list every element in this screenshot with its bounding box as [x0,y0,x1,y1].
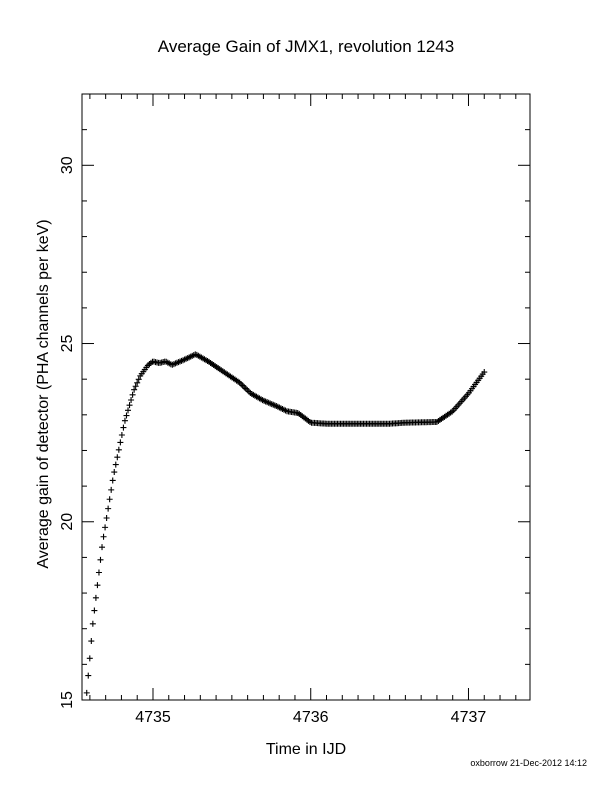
x-tick-label: 4735 [135,709,171,726]
data-point [108,486,115,493]
data-point [92,594,99,601]
data-point [244,387,251,394]
data-point [89,620,96,627]
data-point [103,514,110,521]
data-point [123,412,130,419]
data-point [125,407,132,414]
data-point [83,689,90,696]
data-point [94,582,101,589]
data-point [86,655,93,662]
data-point [120,424,127,431]
data-point [106,496,113,503]
data-point [132,383,139,390]
x-tick-label: 4737 [451,709,487,726]
data-point [115,446,122,453]
data-point [111,469,118,476]
data-point [117,439,124,446]
data-series [83,351,488,696]
data-point [121,417,128,424]
data-point [85,672,92,679]
data-point [109,477,116,484]
data-point [112,461,119,468]
data-point [241,384,248,391]
y-tick-label: 25 [59,335,76,353]
y-tick-label: 20 [59,513,76,531]
chart-title: Average Gain of JMX1, revolution 1243 [158,37,454,56]
data-point [118,431,125,438]
data-point [100,533,107,540]
data-point [126,402,133,409]
data-point [134,379,141,386]
data-point [99,544,106,551]
footer-credit: oxborrow 21-Dec-2012 14:12 [470,758,587,768]
tick-labels: 4735 4736 4737 15 20 25 30 [59,156,486,726]
y-tick-label: 15 [59,691,76,709]
data-point [481,369,488,376]
data-point [105,505,112,512]
x-tick-label: 4736 [293,709,329,726]
plot-frame [81,93,531,701]
data-point [95,569,102,576]
data-point [135,376,142,383]
data-point [97,556,104,563]
axis-ticks [82,93,530,701]
data-point [128,396,135,403]
data-point [239,382,246,389]
data-point [114,454,121,461]
data-point [129,391,136,398]
y-tick-label: 30 [59,156,76,174]
data-point [242,385,249,392]
data-point [131,386,138,393]
x-axis-label: Time in IJD [266,741,346,758]
data-point [102,524,109,531]
y-axis-label: Average gain of detector (PHA channels p… [35,219,52,568]
data-point [91,607,98,614]
data-point [88,638,95,645]
